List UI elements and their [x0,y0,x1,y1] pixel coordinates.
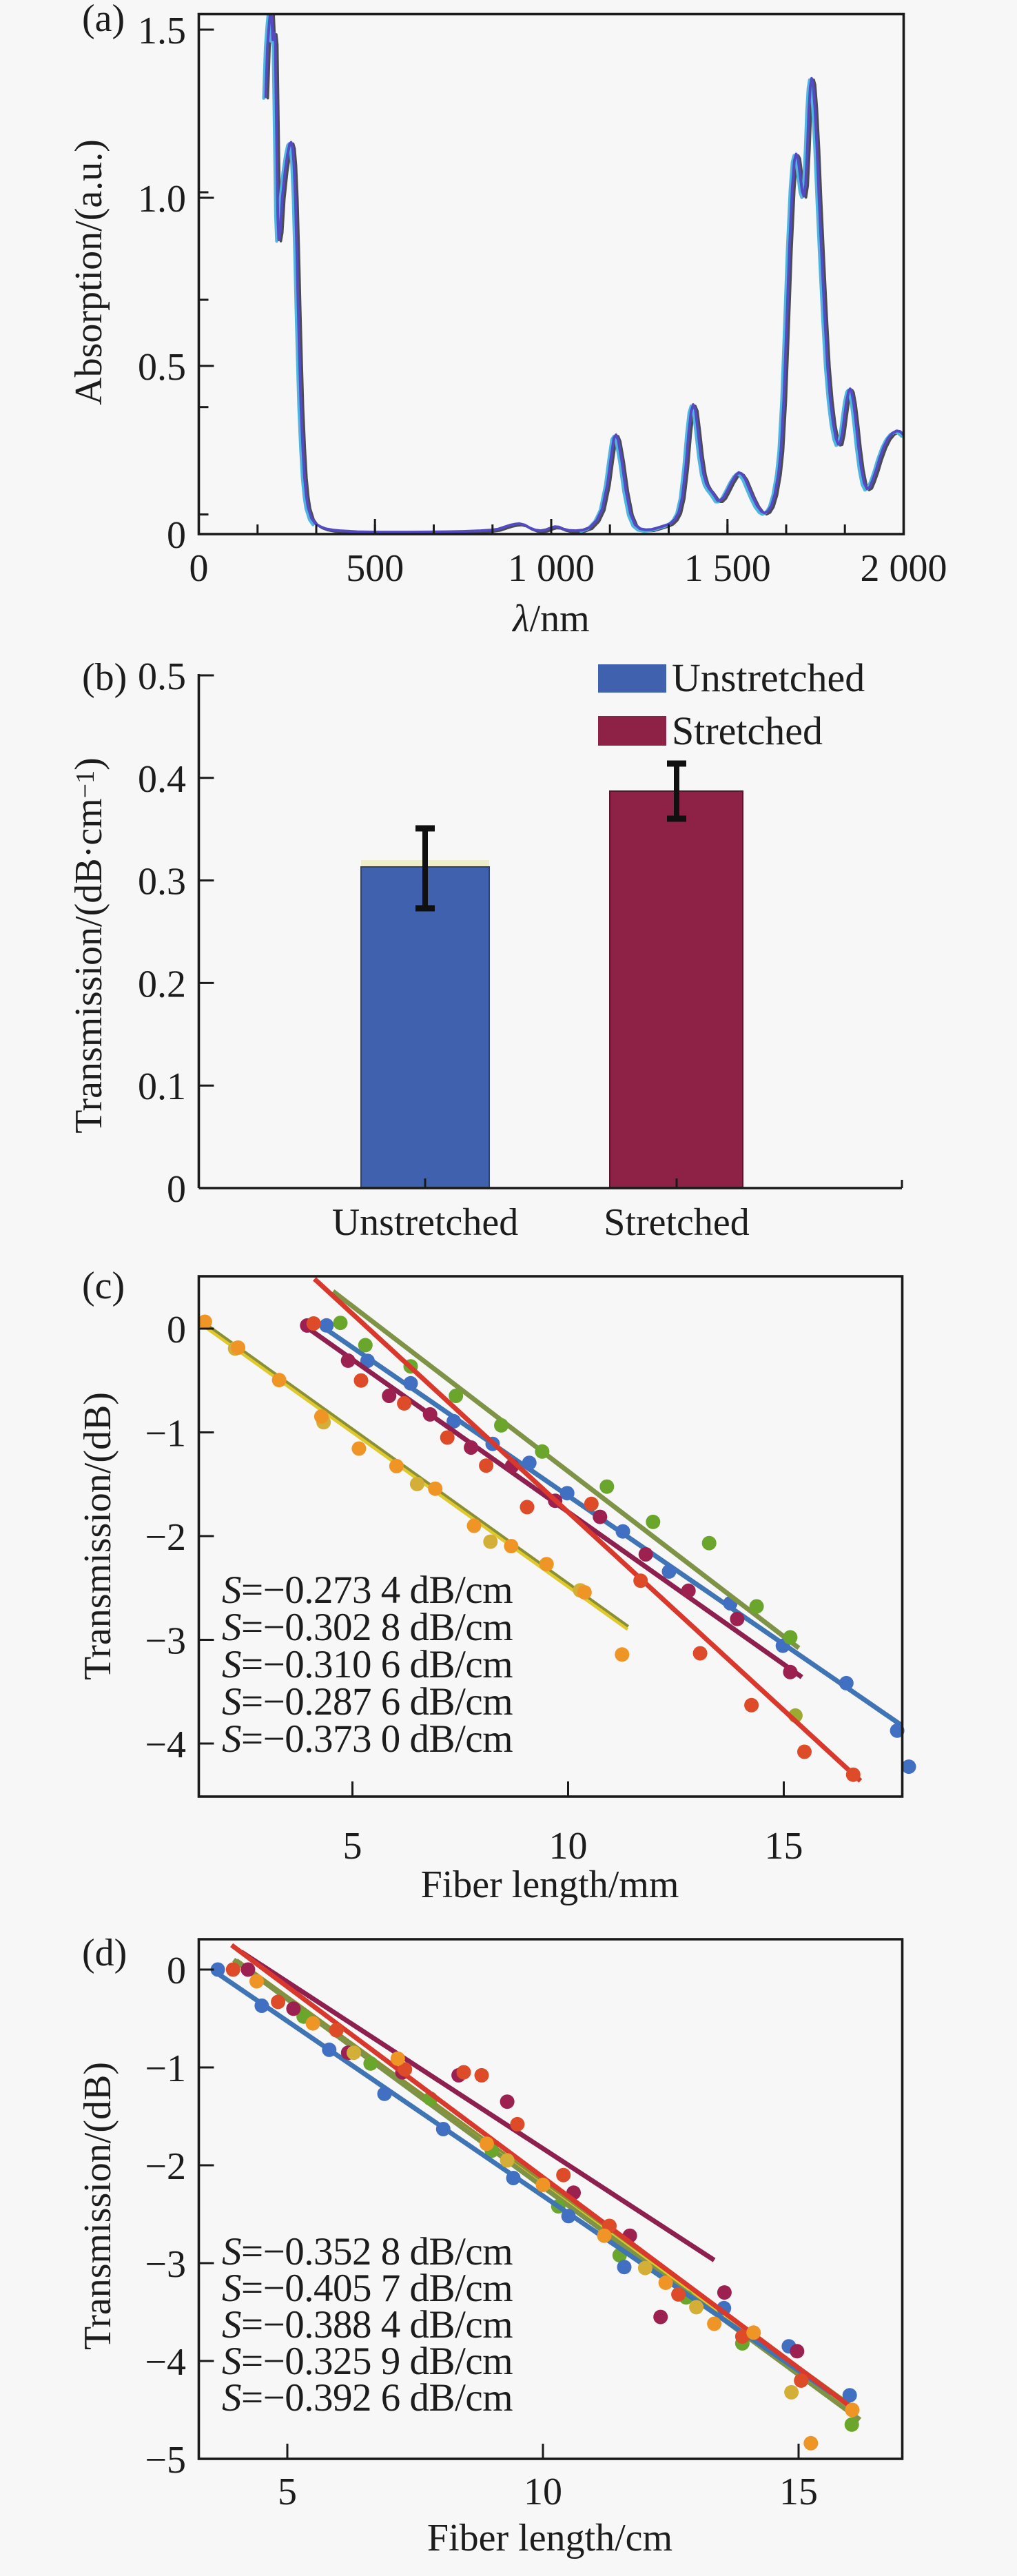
svg-text:2 000: 2 000 [861,547,947,590]
svg-text:S=−0.352 8 dB/cm: S=−0.352 8 dB/cm [222,2230,513,2273]
svg-text:0: 0 [167,514,186,557]
svg-text:Stretched: Stretched [672,708,823,753]
svg-text:Transmission/(dB·cm−1): Transmission/(dB·cm−1) [68,757,110,1134]
svg-text:−4: −4 [145,2341,186,2384]
svg-text:S=−0.392 6 dB/cm: S=−0.392 6 dB/cm [222,2376,513,2420]
svg-text:0: 0 [189,547,209,590]
svg-text:−2: −2 [145,2145,186,2188]
svg-text:S=−0.302 8 dB/cm: S=−0.302 8 dB/cm [222,1606,513,1649]
svg-text:0.5: 0.5 [138,655,186,698]
svg-text:Fiber length/cm: Fiber length/cm [427,2517,672,2559]
svg-text:S=−0.287 6 dB/cm: S=−0.287 6 dB/cm [222,1680,513,1724]
svg-text:−3: −3 [145,1620,186,1663]
svg-text:(d): (d) [82,1932,127,1974]
svg-text:1 000: 1 000 [508,547,595,590]
svg-text:Transmission/(dB): Transmission/(dB) [76,2062,119,2350]
svg-text:−4: −4 [145,1724,186,1766]
svg-text:S=−0.373 0 dB/cm: S=−0.373 0 dB/cm [222,1717,513,1761]
svg-text:0: 0 [167,1950,186,1992]
svg-text:(b): (b) [82,656,127,699]
svg-text:Transmission/(dB): Transmission/(dB) [76,1392,119,1680]
svg-text:0.2: 0.2 [138,963,186,1005]
svg-text:5: 5 [343,1825,362,1868]
svg-text:Fiber length/mm: Fiber length/mm [421,1863,679,1906]
svg-text:0.5: 0.5 [138,346,186,389]
svg-text:0: 0 [167,1168,186,1211]
svg-text:S=−0.273 4 dB/cm: S=−0.273 4 dB/cm [222,1568,513,1612]
svg-text:1 500: 1 500 [684,547,771,590]
svg-text:0.4: 0.4 [138,758,186,801]
svg-text:0.1: 0.1 [138,1065,186,1108]
svg-text:−5: −5 [145,2439,186,2482]
svg-text:15: 15 [779,2471,818,2513]
svg-text:0: 0 [167,1309,186,1351]
svg-text:Absorption/(a.u.): Absorption/(a.u.) [68,139,110,405]
svg-text:10: 10 [549,1825,588,1868]
svg-text:−1: −1 [145,1413,186,1455]
svg-text:5: 5 [278,2471,297,2513]
svg-text:λ/nm: λ/nm [511,597,589,640]
svg-text:1.0: 1.0 [138,178,186,221]
svg-text:15: 15 [765,1825,803,1868]
svg-text:S=−0.388 4 dB/cm: S=−0.388 4 dB/cm [222,2303,513,2347]
svg-text:1.5: 1.5 [138,10,186,52]
svg-text:Stretched: Stretched [604,1201,749,1244]
svg-text:500: 500 [346,547,404,590]
svg-text:(a): (a) [82,0,125,40]
svg-text:S=−0.310 6 dB/cm: S=−0.310 6 dB/cm [222,1643,513,1686]
svg-text:−1: −1 [145,2047,186,2090]
svg-text:Unstretched: Unstretched [672,655,865,700]
svg-text:(c): (c) [82,1265,125,1307]
svg-text:−2: −2 [145,1516,186,1559]
svg-text:−3: −3 [145,2243,186,2286]
svg-text:0.3: 0.3 [138,861,186,903]
svg-text:10: 10 [524,2471,562,2513]
svg-text:S=−0.405 7 dB/cm: S=−0.405 7 dB/cm [222,2267,513,2310]
svg-text:S=−0.325 9 dB/cm: S=−0.325 9 dB/cm [222,2340,513,2383]
svg-text:Unstretched: Unstretched [332,1201,519,1244]
